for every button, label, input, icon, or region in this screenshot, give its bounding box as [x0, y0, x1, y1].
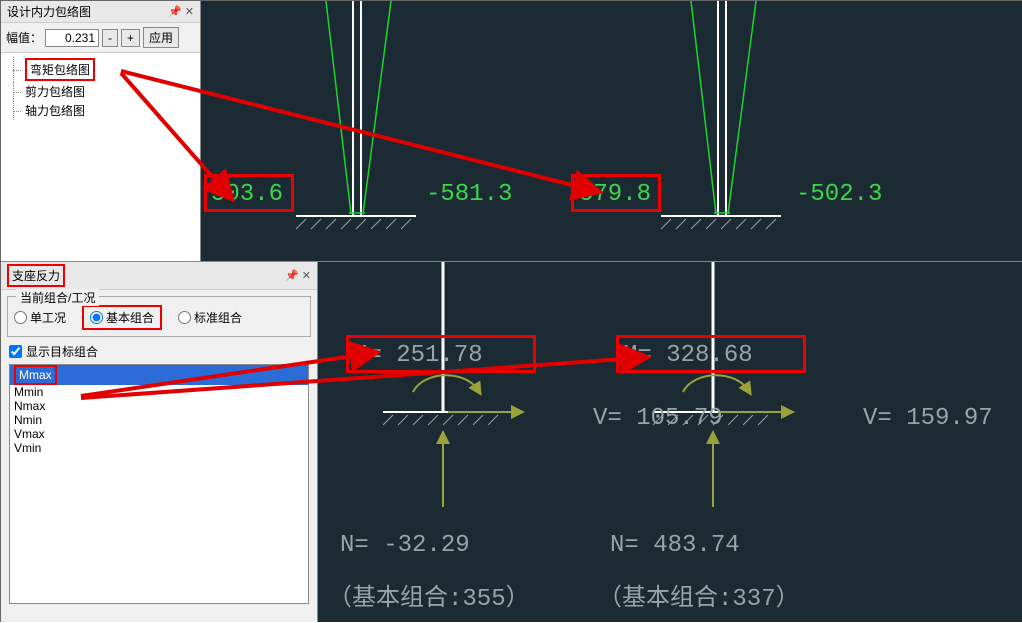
radio-standard-combo[interactable]: 标准组合 — [178, 309, 242, 326]
list-item-nmax[interactable]: Nmax — [10, 399, 308, 413]
close-icon[interactable]: ✕ — [185, 5, 194, 18]
lower-region: 支座反力 📌 ✕ 当前组合/工况 单工况 基本组合 标准组合 — [1, 261, 1022, 622]
list-item-mmax-label: Mmax — [14, 365, 57, 385]
combo-group: 当前组合/工况 单工况 基本组合 标准组合 — [7, 296, 311, 337]
far-V-value: V= 159.97 — [863, 405, 993, 432]
left-N-value: N= -32.29 — [340, 532, 470, 559]
tree-item-axial[interactable]: 轴力包络图 — [3, 101, 198, 120]
envelope-panel-title: 设计内力包络图 — [7, 3, 91, 20]
radio-standard-combo-label: 标准组合 — [194, 309, 242, 326]
radio-standard-combo-input[interactable] — [178, 311, 191, 324]
show-target-label: 显示目标组合 — [26, 343, 98, 360]
combo-group-legend: 当前组合/工况 — [16, 289, 99, 306]
envelope-tree: 弯矩包络图 剪力包络图 轴力包络图 — [1, 53, 200, 261]
radio-single-case[interactable]: 单工况 — [14, 309, 66, 326]
amplitude-minus-button[interactable]: - — [102, 29, 118, 47]
amplitude-apply-button[interactable]: 应用 — [143, 27, 179, 48]
envelope-panel-title-bar: 设计内力包络图 📌 ✕ — [1, 1, 200, 23]
envelope-panel: 设计内力包络图 📌 ✕ 幅值： - + 应用 弯矩包络图 剪力包络图 轴力包络图 — [1, 1, 201, 261]
show-target-checkbox[interactable] — [9, 345, 22, 358]
upper-region: 设计内力包络图 📌 ✕ 幅值： - + 应用 弯矩包络图 剪力包络图 轴力包络图 — [1, 1, 1022, 261]
list-item-mmin[interactable]: Mmin — [10, 385, 308, 399]
reaction-panel: 支座反力 📌 ✕ 当前组合/工况 单工况 基本组合 标准组合 — [1, 261, 318, 622]
list-item-nmin[interactable]: Nmin — [10, 413, 308, 427]
right-N-value: N= 483.74 — [610, 532, 740, 559]
show-target-row: 显示目标组合 — [9, 343, 309, 360]
radio-basic-combo-label: 基本组合 — [106, 309, 154, 326]
radio-basic-combo[interactable]: 基本组合 — [82, 305, 162, 330]
reaction-panel-title-bar: 支座反力 📌 ✕ — [1, 262, 317, 290]
panel-title-icons: 📌 ✕ — [168, 5, 194, 18]
radio-single-case-input[interactable] — [14, 311, 27, 324]
reaction-panel-title: 支座反力 — [7, 264, 65, 287]
reaction-canvas: M= 251.78 M= 328.68 V= 105.79 V= 159.97 … — [318, 261, 1022, 622]
result-listbox[interactable]: Mmax Mmin Nmax Nmin Vmax Vmin — [9, 364, 309, 604]
envelope-value-2: -581.3 — [426, 181, 512, 208]
right-V-value: V= 105.79 — [593, 405, 723, 432]
envelope-canvas: 503.6 -581.3 579.8 -502.3 — [201, 1, 1022, 261]
envelope-value-4: -502.3 — [796, 181, 882, 208]
radio-single-case-label: 单工况 — [30, 309, 66, 326]
panel-title-icons: 📌 ✕ — [285, 269, 311, 282]
left-combo-label: （基本组合:355） — [328, 577, 530, 613]
amplitude-input[interactable] — [45, 29, 99, 47]
envelope-value-3-highlight — [571, 174, 661, 212]
list-item-mmax[interactable]: Mmax — [10, 365, 308, 385]
envelope-drawing — [201, 1, 1022, 261]
right-M-highlight — [616, 335, 806, 373]
close-icon[interactable]: ✕ — [302, 269, 311, 282]
tree-item-shear[interactable]: 剪力包络图 — [3, 82, 198, 101]
list-item-vmax[interactable]: Vmax — [10, 427, 308, 441]
pin-icon[interactable]: 📌 — [168, 5, 182, 18]
envelope-value-1-highlight — [204, 174, 294, 212]
list-item-vmin[interactable]: Vmin — [10, 441, 308, 455]
amplitude-row: 幅值： - + 应用 — [1, 23, 200, 53]
right-combo-label: （基本组合:337） — [598, 577, 800, 613]
amplitude-label: 幅值： — [6, 29, 42, 46]
radio-basic-combo-input[interactable] — [90, 311, 103, 324]
tree-item-moment[interactable]: 弯矩包络图 — [3, 57, 198, 82]
left-M-highlight — [346, 335, 536, 373]
tree-item-moment-highlight: 弯矩包络图 — [25, 58, 95, 81]
reaction-drawing — [318, 262, 1022, 623]
combo-radio-row: 单工况 基本组合 标准组合 — [14, 305, 304, 330]
amplitude-plus-button[interactable]: + — [121, 29, 140, 47]
pin-icon[interactable]: 📌 — [285, 269, 299, 282]
